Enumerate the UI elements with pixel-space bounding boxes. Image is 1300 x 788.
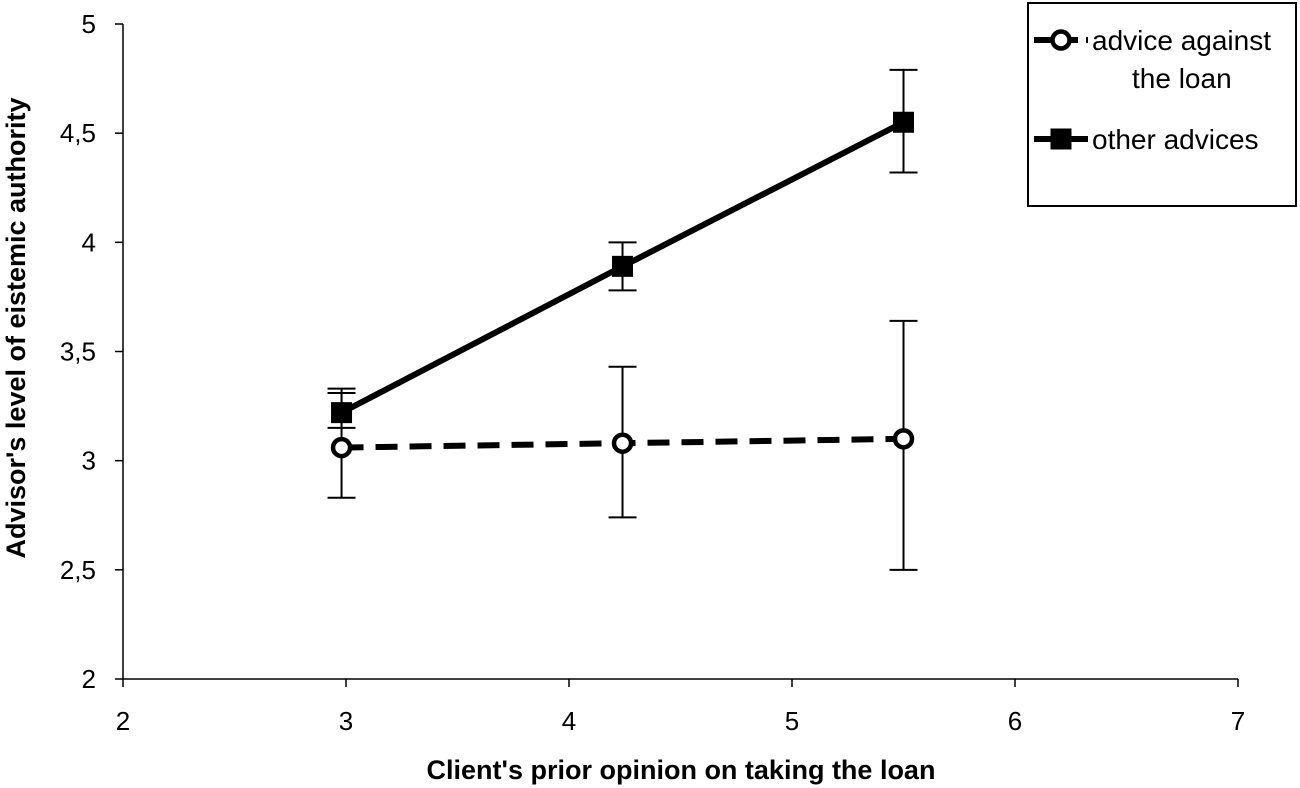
data-point-square — [331, 402, 353, 424]
legend-item-1: advice against the loan — [1034, 25, 1271, 94]
y-tick-label: 4,5 — [60, 118, 96, 148]
data-point-square — [893, 111, 914, 133]
x-axis-title: Client's prior opinion on taking the loa… — [427, 755, 936, 785]
legend-marker-circle — [1050, 29, 1072, 51]
x-tick-label: 5 — [785, 706, 799, 736]
data-point-circle — [892, 428, 915, 450]
legend-label: advice against — [1092, 25, 1271, 56]
x-tick-label: 2 — [116, 706, 130, 736]
legend-label: other advices — [1092, 124, 1259, 155]
y-tick-label: 5 — [82, 9, 96, 39]
y-tick-label: 3 — [82, 446, 96, 476]
x-tick-label: 7 — [1231, 706, 1245, 736]
y-tick-label: 4 — [82, 227, 96, 257]
series-2 — [327, 68, 918, 429]
x-tick-label: 6 — [1008, 706, 1022, 736]
y-tick-label: 2,5 — [60, 555, 96, 585]
y-tick-label: 2 — [82, 664, 96, 694]
x-tick-label: 4 — [562, 706, 576, 736]
legend-marker-square — [1050, 128, 1072, 150]
data-point-square — [612, 255, 634, 277]
legend-item-2: other advices — [1034, 124, 1259, 155]
series-1 — [327, 319, 918, 571]
axes: 2 2,5 3 3,5 4 4,5 5 2 3 4 5 6 7 — [60, 9, 1245, 736]
legend: advice against the loan other advices — [1027, 2, 1297, 207]
series-layer — [327, 68, 918, 571]
data-point-circle — [330, 436, 353, 459]
y-axis-title: Advisor's level of eistemic authority — [1, 97, 31, 558]
x-tick-label: 3 — [339, 706, 353, 736]
data-point-circle — [611, 432, 634, 454]
legend-label: the loan — [1132, 63, 1232, 94]
y-tick-label: 3,5 — [60, 337, 96, 367]
legend-box — [1027, 2, 1297, 207]
